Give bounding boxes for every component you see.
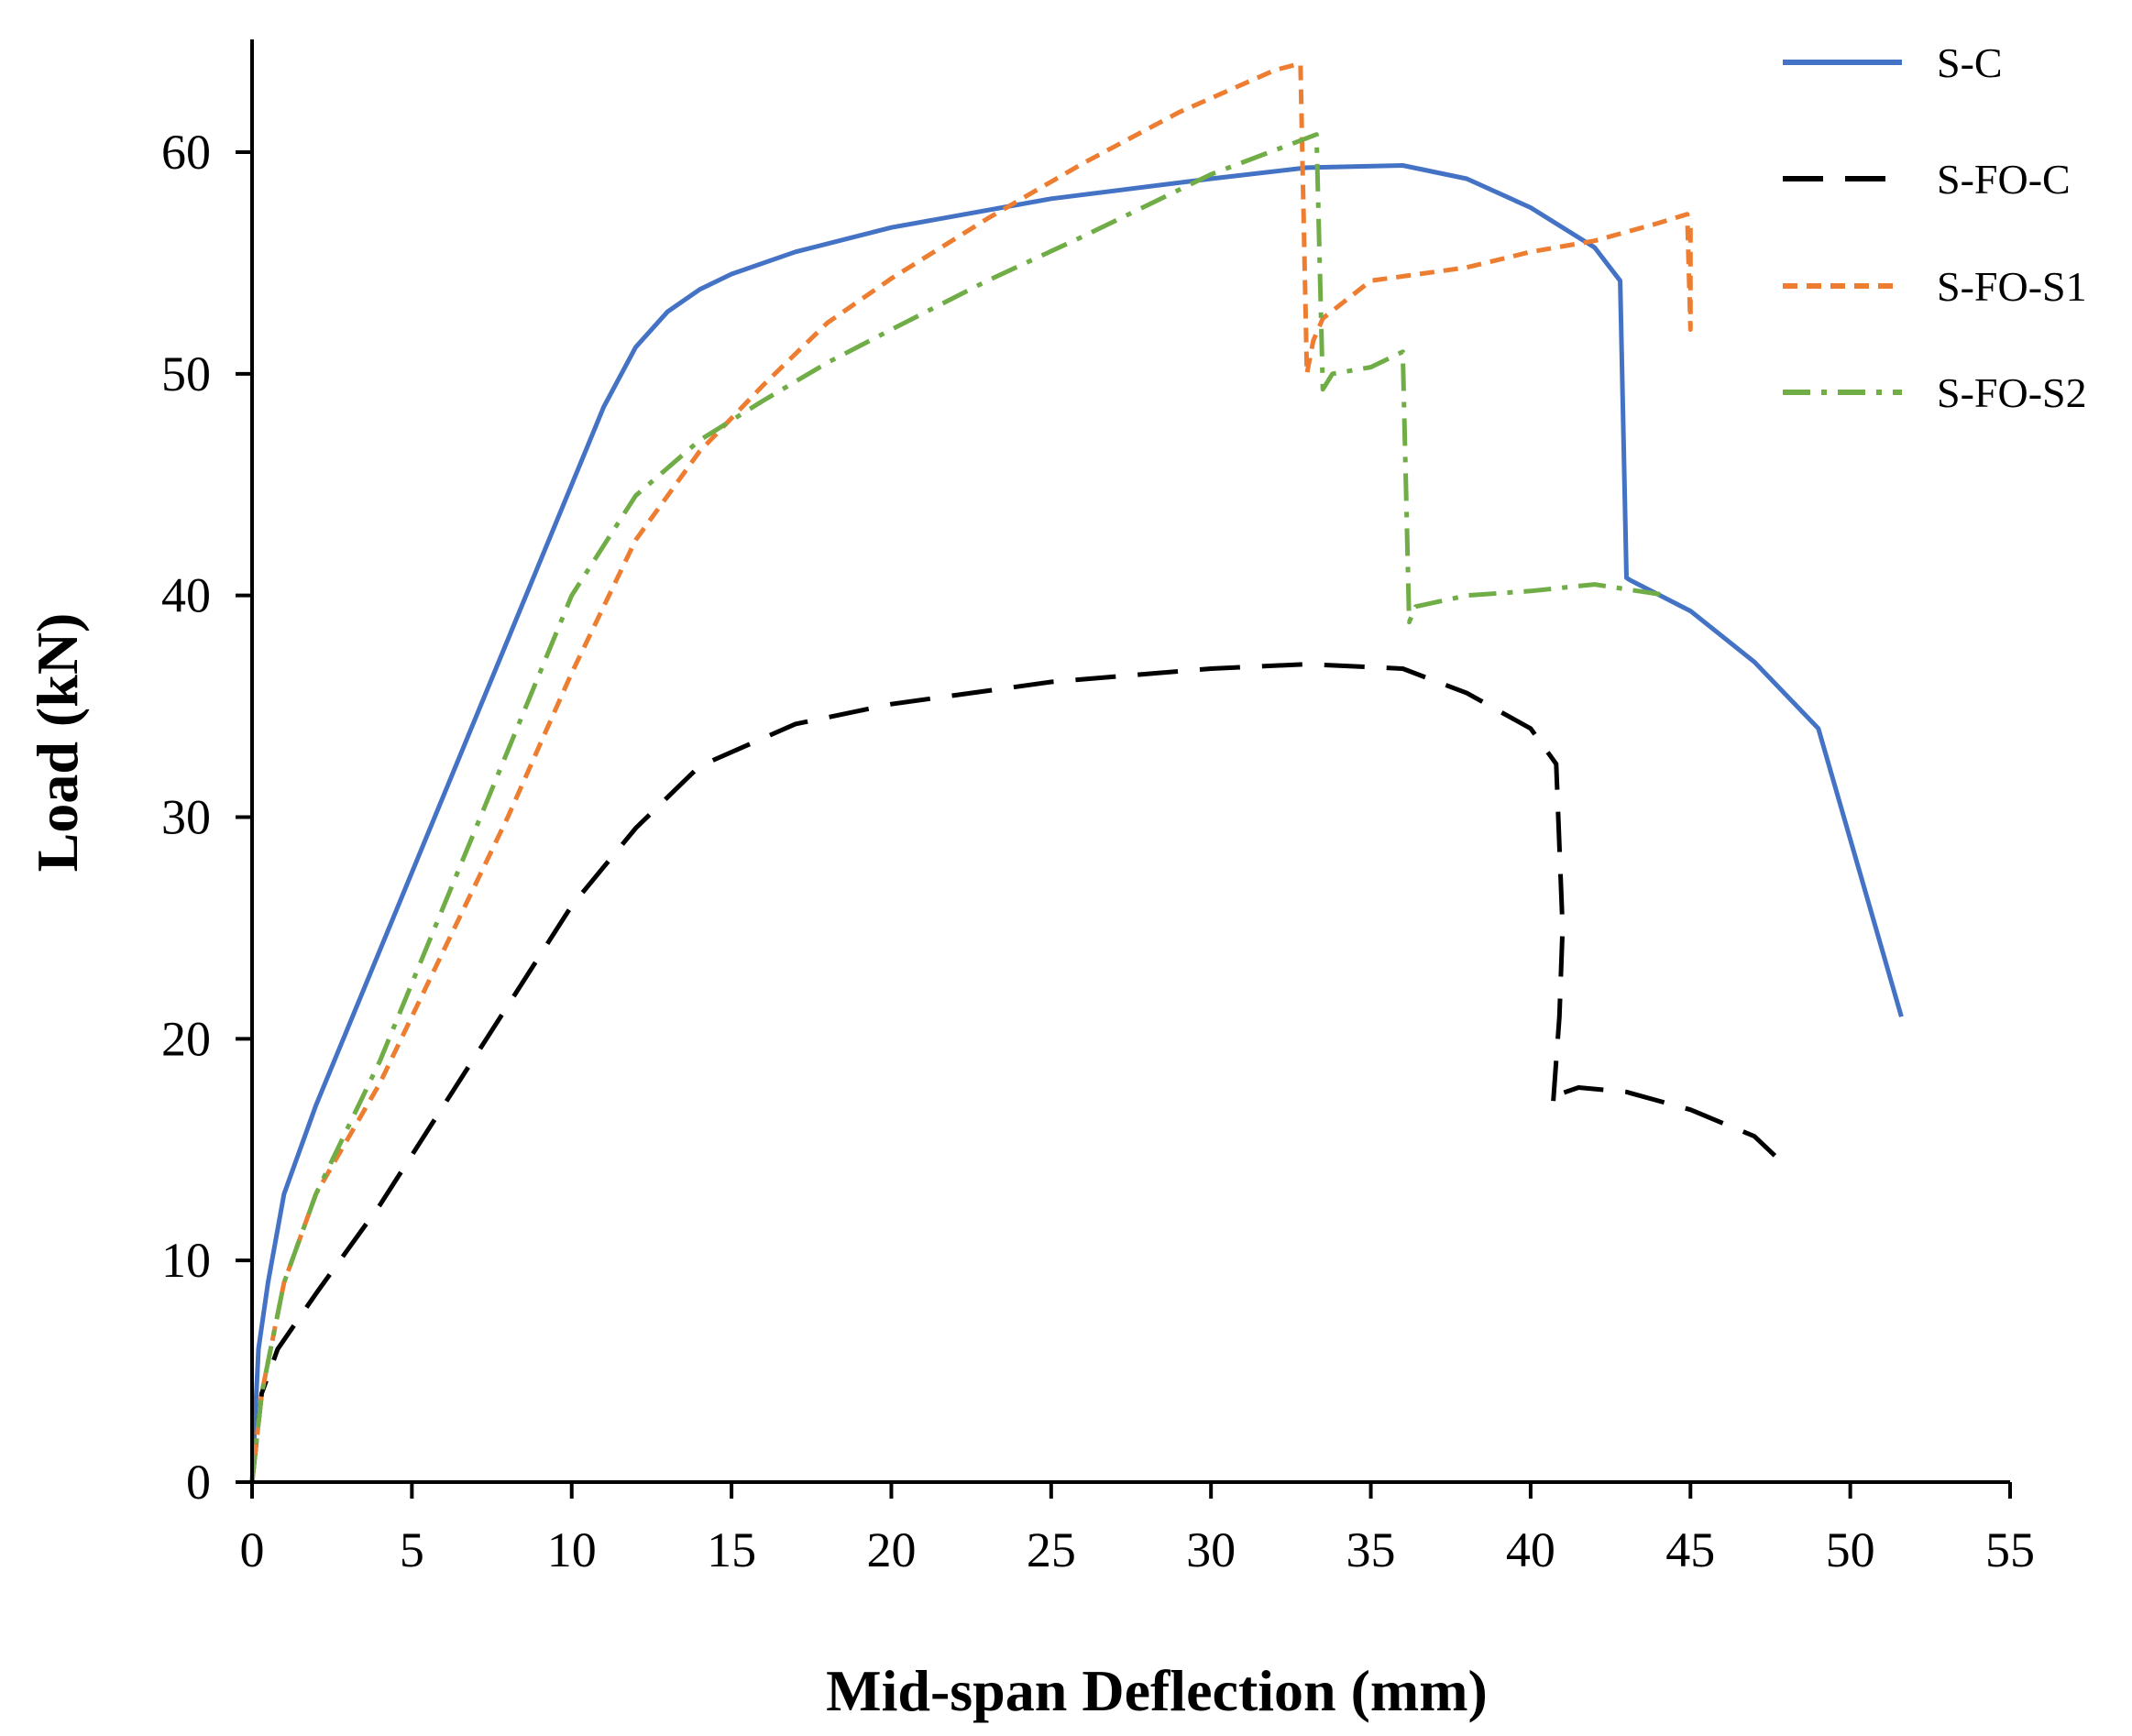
axes-group bbox=[250, 39, 2010, 1484]
y-axis-title: Load (kN) bbox=[25, 613, 90, 873]
series-line-s-fo-s2 bbox=[249, 132, 1669, 1483]
y-tick-label: 60 bbox=[161, 125, 211, 180]
x-tick-label: 10 bbox=[547, 1522, 597, 1577]
x-tick-label: 50 bbox=[1826, 1522, 1875, 1577]
series-line-s-fo-c bbox=[249, 662, 1792, 1483]
x-tick-label: 55 bbox=[1985, 1522, 2035, 1577]
legend-label-s-fo-c: S-FO-C bbox=[1937, 156, 2071, 203]
data-series-group bbox=[249, 60, 1904, 1483]
legend-label-s-fo-s2: S-FO-S2 bbox=[1937, 369, 2087, 416]
x-tick-label: 15 bbox=[707, 1522, 756, 1577]
y-tick-label: 10 bbox=[161, 1233, 211, 1288]
x-axis-ticks: 0 5 10 15 20 25 30 35 40 45 50 55 bbox=[240, 1482, 2035, 1577]
series-line-s-fo-s1 bbox=[249, 60, 1693, 1483]
x-tick-label: 30 bbox=[1186, 1522, 1236, 1577]
x-tick-label: 5 bbox=[400, 1522, 424, 1577]
y-tick-label: 0 bbox=[186, 1455, 211, 1510]
legend-label-s-c: S-C bbox=[1937, 39, 2003, 86]
x-tick-label: 0 bbox=[240, 1522, 265, 1577]
y-axis-ticks: 0 10 20 30 40 50 60 bbox=[161, 125, 252, 1510]
legend: S-C S-FO-C S-FO-S1 S-FO-S2 bbox=[1783, 39, 2087, 416]
series-line-s-c bbox=[249, 163, 1904, 1483]
legend-label-s-fo-s1: S-FO-S1 bbox=[1937, 263, 2087, 310]
y-tick-label: 30 bbox=[161, 790, 211, 845]
x-tick-label: 20 bbox=[866, 1522, 916, 1577]
x-tick-label: 25 bbox=[1027, 1522, 1076, 1577]
y-tick-label: 20 bbox=[161, 1011, 211, 1066]
x-tick-label: 40 bbox=[1506, 1522, 1555, 1577]
x-tick-label: 45 bbox=[1665, 1522, 1715, 1577]
y-tick-label: 40 bbox=[161, 568, 211, 623]
x-tick-label: 35 bbox=[1346, 1522, 1396, 1577]
y-tick-label: 50 bbox=[161, 346, 211, 401]
x-axis-title: Mid-span Deflection (mm) bbox=[826, 1658, 1488, 1723]
